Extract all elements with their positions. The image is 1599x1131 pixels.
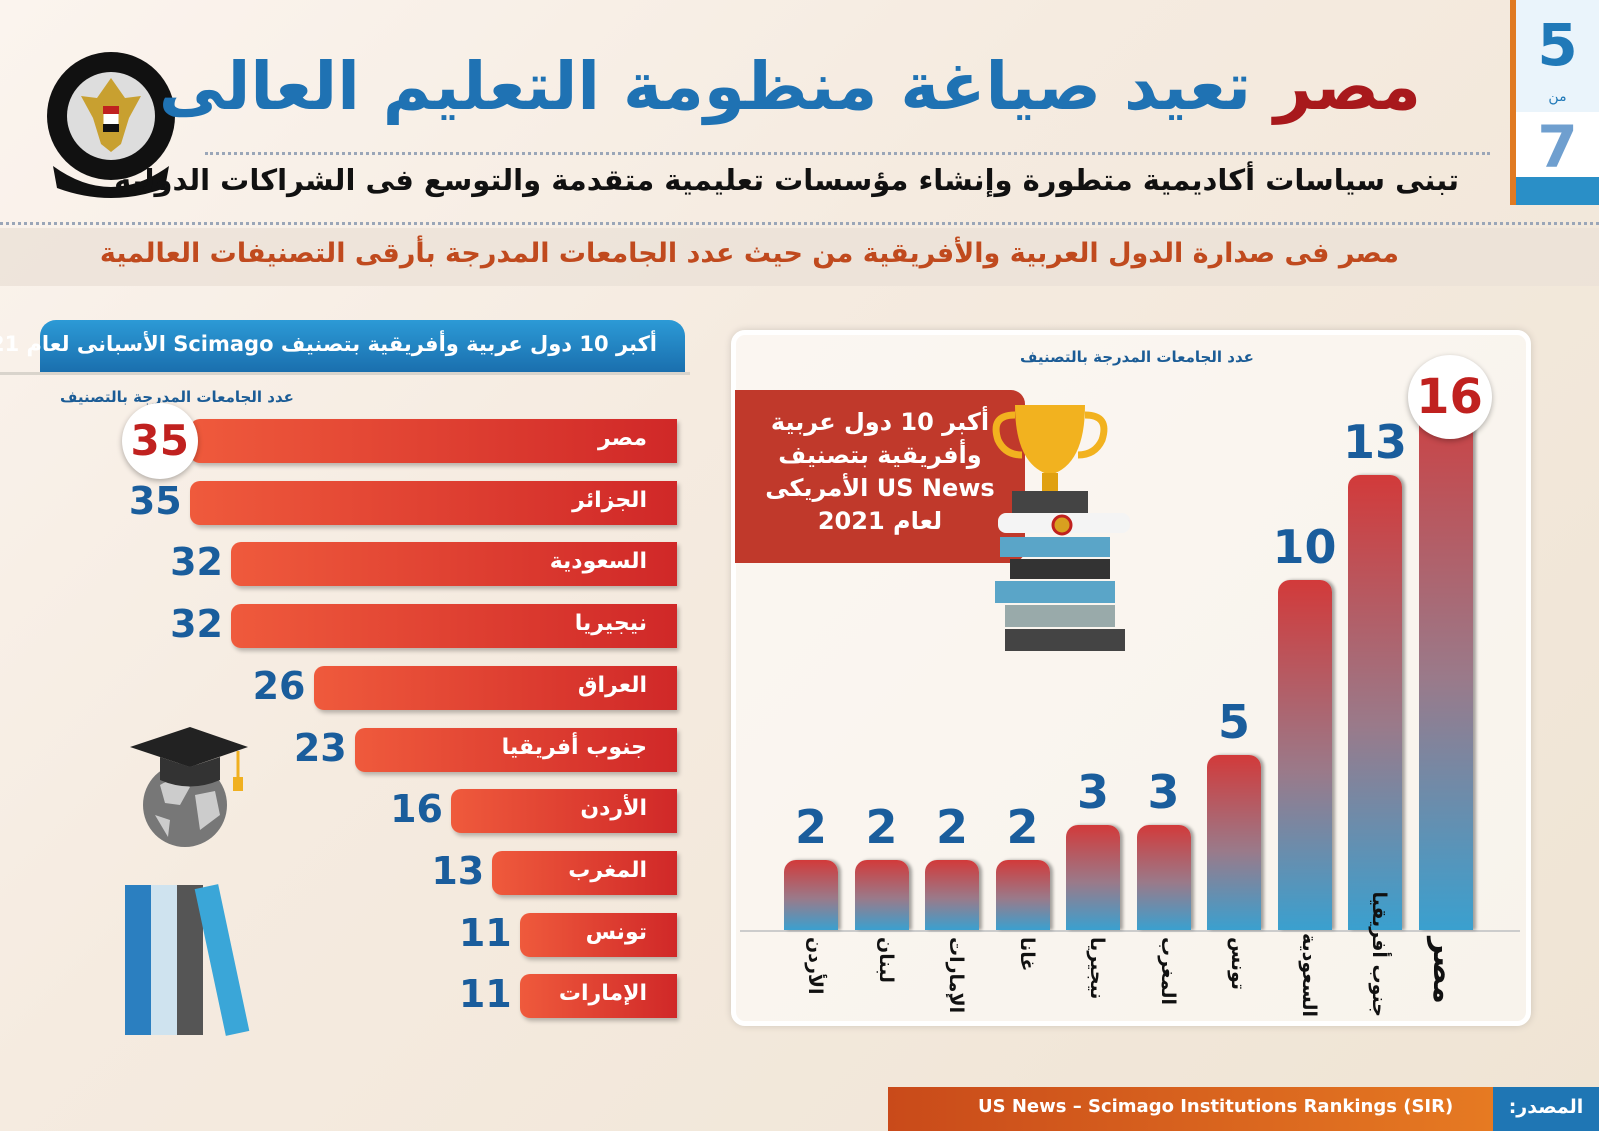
- value-label: 2: [1006, 800, 1039, 854]
- bar: مصر: [189, 419, 677, 463]
- bar: نيجيريا: [231, 604, 677, 649]
- category-label: لبنان: [874, 937, 897, 983]
- page-indicator: 5 من 7: [1510, 0, 1599, 205]
- category-label: السعودية: [1297, 932, 1320, 1017]
- category-label: مصر: [1425, 937, 1461, 1004]
- value-label: 13: [1342, 415, 1407, 469]
- bar-label: السعودية: [549, 549, 647, 575]
- x-axis-baseline: [740, 930, 1520, 932]
- bar-label: العراق: [577, 672, 647, 698]
- right-chart-ylabel: عدد الجامعات المدرجة بالتصنيف: [1020, 348, 1254, 366]
- title-line: US News الأمريكى: [765, 474, 995, 502]
- value-label: 16: [390, 787, 443, 832]
- title-line: أكبر 10 دول عربية: [770, 408, 990, 436]
- source-label: المصدر:: [1493, 1087, 1599, 1131]
- value-label: 32: [170, 602, 223, 647]
- source-text: US News – Scimago Institutions Rankings …: [888, 1087, 1493, 1131]
- bar: المغرب: [492, 850, 677, 895]
- graduation-globe-icon: [130, 727, 248, 847]
- value-label: 35: [128, 478, 182, 523]
- books-icon: [125, 884, 250, 1036]
- value-label: 32: [170, 540, 223, 585]
- category-label: نيجيريا: [1086, 937, 1108, 1000]
- bar-label: مصر: [598, 426, 647, 451]
- bar: [1066, 825, 1120, 930]
- divider: [0, 222, 1599, 225]
- value-label: 16: [1407, 355, 1492, 439]
- trophy-books-icon: [992, 405, 1130, 651]
- bar: الإمارات: [519, 974, 677, 1019]
- category-label: تونس: [1227, 937, 1249, 991]
- bar: الجزائر: [189, 480, 677, 525]
- bar-label: الإمارات: [558, 981, 647, 1007]
- page-subtitle: تبنى سياسات أكاديمية متطورة وإنشاء مؤسسا…: [114, 163, 1459, 197]
- title-rest: تعيد صياغة منظومة التعليم العالى: [158, 48, 1252, 125]
- bar-label: الجزائر: [572, 487, 647, 513]
- page-of-label: من: [1548, 89, 1567, 105]
- bar: العراق: [313, 665, 677, 710]
- bar: [784, 860, 838, 930]
- headline-band: مصر فى صدارة الدول العربية والأفريقية من…: [0, 228, 1599, 286]
- value-label: 11: [458, 972, 512, 1017]
- bar-label: المغرب: [568, 857, 647, 883]
- value-label: 23: [293, 725, 347, 770]
- value-label: 3: [1147, 765, 1180, 819]
- bar: [1207, 755, 1261, 930]
- title-line: وأفريقية بتصنيف: [778, 441, 982, 469]
- value-label: 26: [252, 663, 306, 708]
- category-label: المغرب: [1156, 937, 1179, 1006]
- headline-text: مصر فى صدارة الدول العربية والأفريقية من…: [99, 238, 1399, 269]
- bar-label: الأردن: [580, 796, 647, 822]
- bar-label: جنوب أفريقيا: [501, 734, 647, 760]
- value-label: 2: [794, 800, 827, 854]
- title-highlight: مصر: [1274, 48, 1421, 125]
- bar: الأردن: [451, 789, 677, 834]
- divider: [0, 372, 690, 375]
- bar: [1418, 370, 1473, 930]
- value-label: 13: [431, 848, 485, 893]
- bar: [995, 860, 1050, 930]
- right-chart-title: أكبر 10 دول عربية وأفريقية بتصنيف US New…: [735, 390, 1025, 563]
- cabinet-logo: [47, 52, 175, 198]
- category-label: الإمارات: [945, 937, 967, 1014]
- bar: [1277, 580, 1332, 930]
- divider: [205, 152, 1490, 155]
- value-label: 10: [1272, 520, 1337, 574]
- value-label: 5: [1217, 695, 1250, 749]
- bar: تونس: [519, 912, 677, 957]
- left-chart-title: أكبر 10 دول عربية وأفريقية بتصنيف Scimag…: [0, 320, 685, 372]
- category-label: جنوب أفريقيا: [1368, 891, 1390, 1017]
- left-chart-ylabel: عدد الجامعات المدرجة بالتصنيف: [60, 388, 294, 406]
- category-label: الأردن: [804, 937, 826, 995]
- bar: [854, 860, 909, 930]
- category-label: غانا: [1015, 937, 1038, 972]
- page-total: 7: [1516, 112, 1599, 181]
- bar: [1136, 825, 1191, 930]
- page-current: 5: [1537, 11, 1578, 79]
- bar: السعودية: [231, 542, 677, 587]
- bar: جنوب أفريقيا: [354, 727, 677, 772]
- value-label: 11: [458, 910, 512, 955]
- bar: [1348, 475, 1402, 930]
- title-line: لعام 2021: [817, 507, 943, 535]
- value-label: 2: [865, 800, 898, 854]
- value-label: 3: [1076, 765, 1109, 819]
- bar-label: تونس: [585, 919, 647, 945]
- page-title: مصر تعيد صياغة منظومة التعليم العالى: [159, 48, 1421, 125]
- value-label: 2: [935, 800, 968, 854]
- bar: [925, 860, 979, 930]
- bar-label: نيجيريا: [574, 611, 647, 637]
- value-label: 35: [121, 403, 198, 479]
